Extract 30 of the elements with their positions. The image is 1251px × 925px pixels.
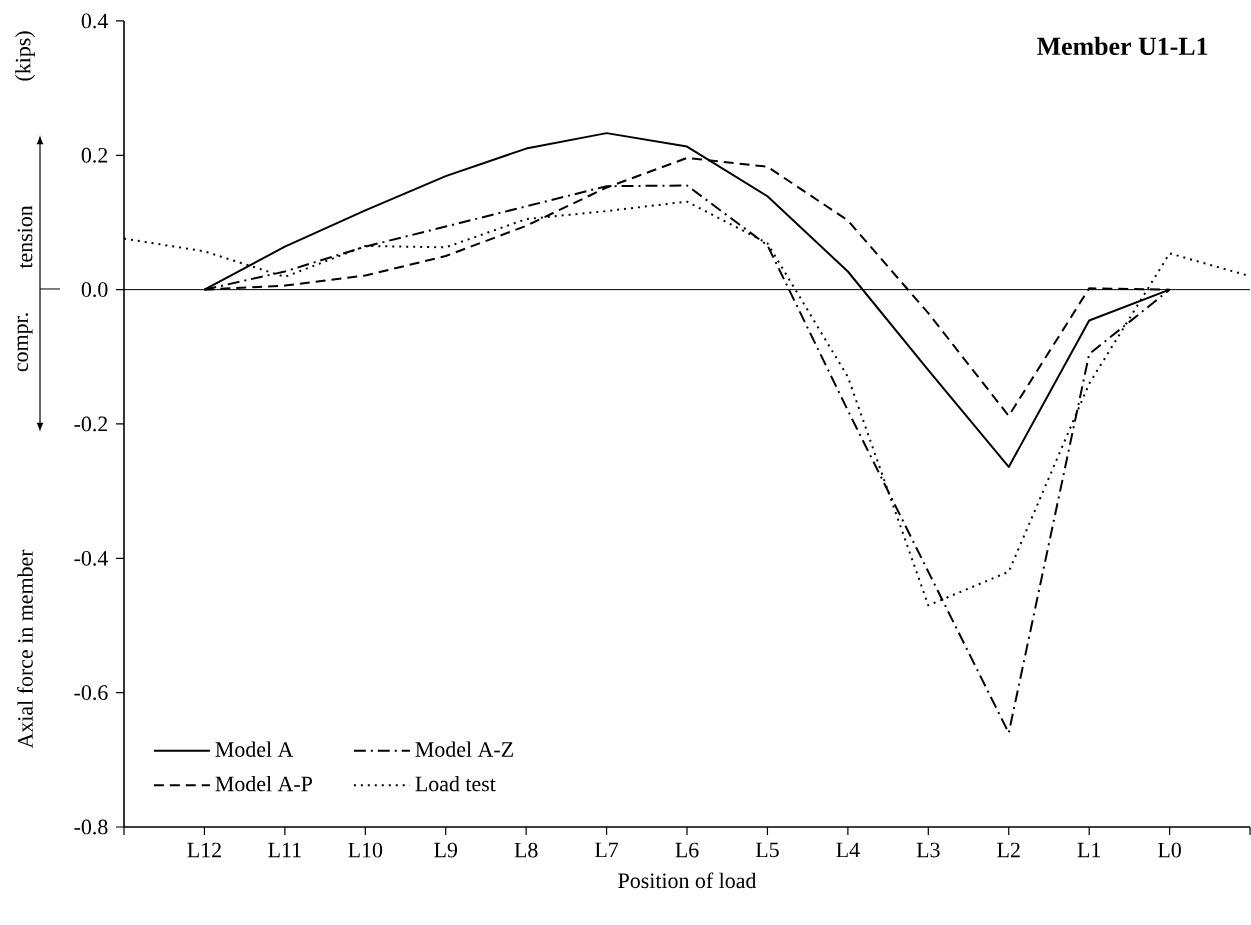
x-tick-label: L0 xyxy=(1158,842,1181,858)
text: tension xyxy=(17,205,33,269)
y-tick-label: -0.6 xyxy=(74,685,108,701)
text: (kips) xyxy=(15,31,35,81)
x-tick-label: L5 xyxy=(755,842,779,858)
y-tick-label: -0.2 xyxy=(74,416,108,432)
legend-label: Model A-Z xyxy=(415,741,513,757)
text: compr. xyxy=(17,313,33,372)
x-tick-label: L2 xyxy=(997,842,1020,858)
x-axis-title: Position of load xyxy=(618,872,757,889)
y-tick-label: 0.2 xyxy=(81,147,108,163)
x-tick-label: L9 xyxy=(434,842,458,858)
x-tick-label: L3 xyxy=(916,842,940,858)
x-tick-label: L11 xyxy=(268,842,301,858)
x-tick-label: L7 xyxy=(595,842,619,858)
x-tick-label: L1 xyxy=(1077,842,1101,858)
y-tick-label: -0.8 xyxy=(74,819,108,835)
y-tick-label: -0.4 xyxy=(74,550,108,566)
chart-title: Member U1-L1 xyxy=(1037,36,1208,56)
legend-label: Model A-P xyxy=(215,775,313,792)
y-axis-title: Axial force in member xyxy=(17,549,33,749)
y-tick-label: 0.4 xyxy=(81,13,108,29)
x-tick-label: L8 xyxy=(514,842,538,858)
y-tick-label: 0.0 xyxy=(81,282,108,298)
legend-label: Load test xyxy=(415,775,496,792)
x-tick-label: L4 xyxy=(836,842,860,858)
x-tick-label: L10 xyxy=(348,842,383,858)
x-tick-label: L12 xyxy=(187,842,221,858)
legend-label: Model A xyxy=(215,741,294,757)
x-tick-label: L6 xyxy=(675,842,699,858)
